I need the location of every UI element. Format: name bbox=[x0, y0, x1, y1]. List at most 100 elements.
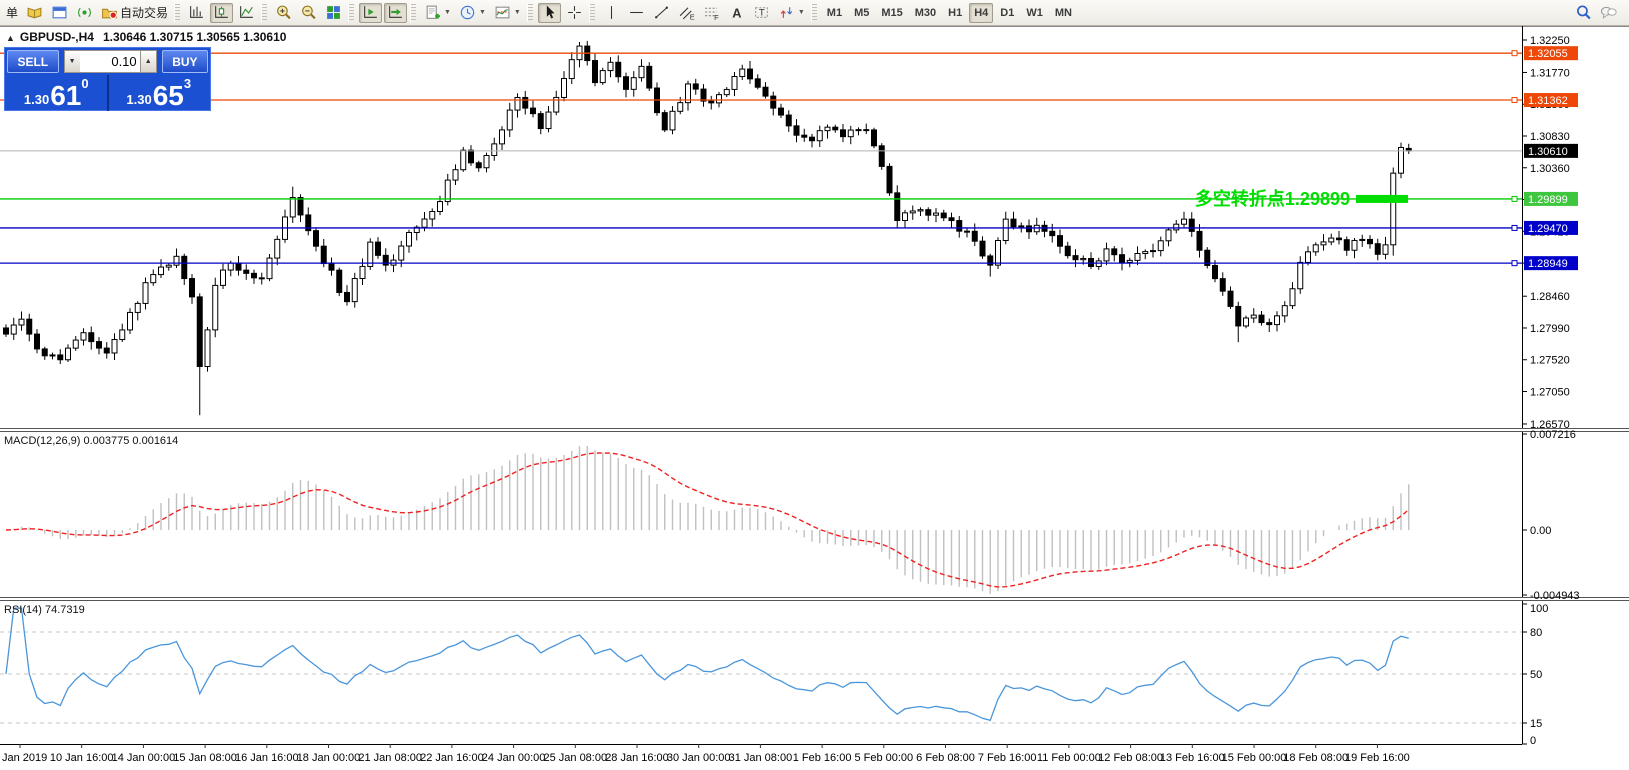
volume-input[interactable] bbox=[79, 50, 140, 73]
dropdown-arrow-icon[interactable]: ▼ bbox=[444, 9, 451, 16]
line-anchor[interactable] bbox=[1511, 224, 1518, 231]
profiles-button[interactable]: ▼ bbox=[456, 3, 489, 23]
trendline-button[interactable] bbox=[650, 3, 673, 23]
dropdown-arrow-icon[interactable]: ▼ bbox=[797, 9, 805, 16]
candle-bullish bbox=[545, 111, 552, 130]
pivot-annotation-segment[interactable] bbox=[1356, 194, 1408, 203]
candle-bullish bbox=[607, 61, 614, 72]
timeframe-w1-button[interactable]: W1 bbox=[1026, 6, 1043, 19]
buy-button[interactable]: BUY bbox=[161, 50, 208, 73]
collapse-panel-icon[interactable]: ▲ bbox=[6, 33, 15, 43]
volume-decrease-button[interactable]: ▼ bbox=[63, 50, 80, 73]
fibonacci-button[interactable]: F bbox=[700, 3, 723, 23]
new-chart-button[interactable]: ▼ bbox=[421, 3, 454, 23]
candle-bearish bbox=[956, 220, 963, 232]
new-order-button[interactable]: 单 bbox=[6, 6, 19, 20]
candle-bullish bbox=[220, 269, 226, 286]
line-anchor[interactable] bbox=[1511, 195, 1518, 202]
bar-chart-button[interactable] bbox=[185, 3, 208, 23]
clock-icon bbox=[460, 5, 475, 20]
chat-button[interactable] bbox=[1597, 3, 1620, 23]
candle-bearish bbox=[987, 255, 994, 266]
horizontal-line-button[interactable] bbox=[625, 3, 648, 23]
timeframe-m5-button[interactable]: M5 bbox=[854, 6, 870, 19]
timeframe-m30-button[interactable]: M30 bbox=[914, 6, 937, 19]
candlestick-chart-button[interactable] bbox=[210, 2, 234, 23]
chart-header: ▲ GBPUSD-,H4 1.30646 1.30715 1.30565 1.306… bbox=[6, 30, 286, 44]
line-anchor[interactable] bbox=[1511, 50, 1518, 57]
crosshair-button[interactable] bbox=[563, 3, 586, 23]
macd-indicator-label: MACD(12,26,9) 0.003775 0.001614 bbox=[4, 435, 179, 447]
dropdown-arrow-icon[interactable]: ▼ bbox=[513, 9, 521, 16]
data-window-button[interactable] bbox=[48, 3, 71, 23]
candle-bearish bbox=[971, 230, 978, 242]
tile-windows-button[interactable] bbox=[322, 3, 345, 23]
candle-bearish bbox=[1196, 230, 1203, 251]
vertical-line-button[interactable] bbox=[600, 3, 623, 23]
timeframe-h4-button[interactable]: H4 bbox=[969, 2, 994, 23]
candle-bearish bbox=[623, 76, 629, 90]
objects-layer[interactable]: 多空转折点1.29899 bbox=[0, 50, 1522, 267]
text-label-button[interactable]: T bbox=[750, 3, 773, 23]
cursor-icon bbox=[546, 5, 555, 19]
dropdown-arrow-icon[interactable]: ▼ bbox=[478, 9, 486, 16]
price-line-label: 1.30610 bbox=[1528, 146, 1568, 158]
sell-price-button[interactable]: 1.30 61 0 bbox=[7, 75, 106, 111]
candles-layer bbox=[3, 40, 1412, 416]
line-chart-button[interactable] bbox=[235, 3, 258, 23]
candle-bullish bbox=[359, 265, 366, 280]
timeframe-m1-button[interactable]: M1 bbox=[826, 6, 843, 19]
candle-bullish bbox=[1274, 315, 1280, 326]
timeframe-h1-button[interactable]: H1 bbox=[948, 6, 963, 19]
barchart-icon bbox=[190, 6, 203, 18]
arrows-button[interactable]: ▼ bbox=[775, 3, 808, 23]
time-axis-label: 15 Feb 00:00 bbox=[1222, 752, 1287, 764]
line-anchor[interactable] bbox=[1511, 97, 1518, 104]
signals-button[interactable] bbox=[73, 3, 96, 23]
chart-canvas[interactable]: 多空转折点1.29899 1.322501.317701.313001.30830… bbox=[0, 26, 1629, 770]
candle-bullish bbox=[1243, 317, 1249, 327]
time-axis-label: 10 Jan 16:00 bbox=[50, 752, 114, 764]
search-button[interactable] bbox=[1572, 3, 1595, 23]
candle-bullish bbox=[638, 65, 645, 79]
line-anchor[interactable] bbox=[1511, 260, 1518, 267]
candle-bullish bbox=[553, 96, 560, 113]
candle-bearish bbox=[754, 78, 761, 88]
market-watch-icon-button[interactable] bbox=[23, 3, 46, 23]
volume-increase-button[interactable]: ▲ bbox=[139, 50, 157, 73]
candle-bearish bbox=[964, 230, 970, 233]
candle-bearish bbox=[251, 272, 257, 279]
price-axis[interactable]: 1.322501.317701.313001.308301.303601.298… bbox=[1522, 35, 1580, 747]
candle-bullish bbox=[1103, 248, 1110, 262]
zoom-out-button[interactable] bbox=[297, 3, 320, 23]
timeframe-mn-button[interactable]: MN bbox=[1054, 6, 1072, 19]
crosshair-icon bbox=[567, 6, 581, 19]
autotrading-button[interactable]: 自动交易 bbox=[98, 3, 171, 23]
candle-bullish bbox=[150, 274, 157, 284]
svg-text:F: F bbox=[714, 13, 719, 21]
candle-bearish bbox=[1064, 245, 1071, 257]
candle-bearish bbox=[468, 149, 474, 164]
buy-price-button[interactable]: 1.30 65 3 bbox=[110, 75, 209, 111]
one-click-trading-panel: SELL ▼ ▲ BUY 1.30 61 0 1.30 65 3 bbox=[4, 47, 211, 111]
candle-bearish bbox=[840, 129, 846, 138]
candle-bearish bbox=[530, 107, 536, 115]
ohlc-values: 1.30646 1.30715 1.30565 1.30610 bbox=[102, 30, 287, 44]
chart-shift-button[interactable] bbox=[359, 2, 383, 23]
candle-bearish bbox=[747, 68, 753, 80]
candle-bullish bbox=[669, 110, 676, 131]
auto-scroll-button[interactable] bbox=[384, 2, 408, 23]
sell-button[interactable]: SELL bbox=[7, 50, 59, 73]
cursor-button[interactable] bbox=[537, 2, 561, 23]
candle-bullish bbox=[816, 130, 823, 142]
pivot-annotation-text[interactable]: 多空转折点1.29899 bbox=[1195, 188, 1350, 209]
equidistant-channel-button[interactable]: E bbox=[675, 3, 698, 23]
timeframe-m15-button[interactable]: M15 bbox=[881, 6, 903, 19]
zoom-in-button[interactable] bbox=[272, 3, 295, 23]
candle-bullish bbox=[716, 94, 722, 104]
rsi-indicator-label: RSI(14) 74.7319 bbox=[4, 604, 85, 616]
timeframe-d1-button[interactable]: D1 bbox=[1000, 6, 1015, 19]
indicators-button[interactable]: ▼ bbox=[491, 3, 524, 23]
text-button[interactable]: A bbox=[725, 3, 748, 23]
